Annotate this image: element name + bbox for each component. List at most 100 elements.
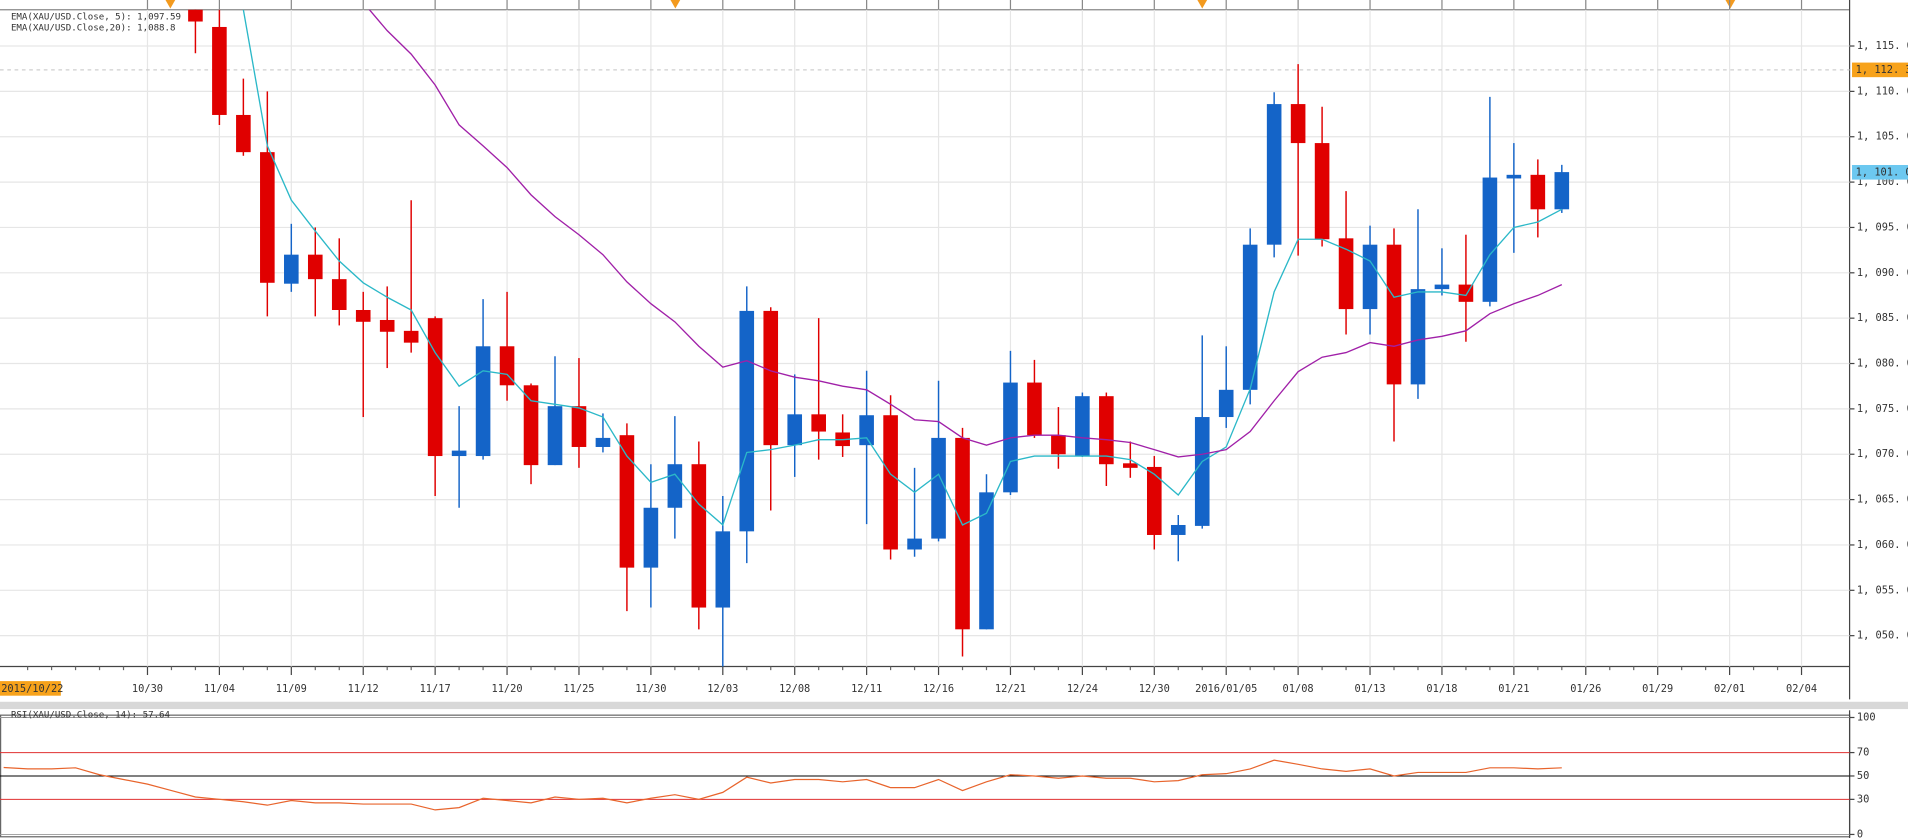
- candle-body: [859, 415, 874, 446]
- x-tick-label: 12/08: [779, 683, 810, 695]
- candle-body: [1338, 238, 1354, 310]
- y-tick-label: 1, 080. 00: [1857, 358, 1908, 370]
- y-tick-label: 50: [1857, 770, 1869, 782]
- y-tick-label: 1, 110. 00: [1857, 85, 1908, 97]
- y-tick-label: 1, 100. 00: [1857, 176, 1908, 188]
- candle-body: [667, 464, 683, 508]
- price-tag: [1852, 164, 1908, 180]
- plot-area: [188, 9, 1570, 667]
- y-tick-label: 1, 115. 00: [1857, 40, 1908, 52]
- candle-body: [523, 385, 539, 466]
- legend-entry: EMA(XAU/USD.Close,20): 1,088.8: [11, 23, 176, 33]
- candle-body: [595, 437, 611, 447]
- x-tick-label: 2015/10/22: [1, 683, 63, 695]
- candle-body: [188, 9, 203, 22]
- event-marker: [670, 0, 681, 9]
- x-tick-label: 01/18: [1426, 683, 1457, 695]
- candle-body: [811, 414, 826, 432]
- candle-body: [1075, 396, 1090, 457]
- candle-body: [355, 309, 371, 322]
- candle-body: [260, 152, 275, 283]
- y-tick-label: 1, 090. 00: [1857, 267, 1908, 279]
- candle-body: [1506, 174, 1522, 179]
- y-tick-label: 1, 060. 00: [1857, 539, 1908, 551]
- candle-body: [883, 415, 898, 550]
- price-tag-label: 1, 101. 08: [1856, 166, 1908, 178]
- y-tick-label: 1, 105. 00: [1857, 131, 1908, 143]
- cursor-date-box: [0, 681, 61, 696]
- rsi-legend: RSI(XAU/USD.Close, 14): 57.64: [11, 711, 171, 721]
- y-tick-label: 1, 065. 00: [1857, 494, 1908, 506]
- x-tick-label: 12/11: [851, 683, 882, 695]
- candle-body: [1314, 143, 1330, 240]
- rsi-area: [0, 717, 1850, 835]
- price-tag: [1852, 62, 1908, 78]
- candle-body: [715, 531, 731, 608]
- y-tick-label: 30: [1857, 793, 1869, 805]
- candle-body: [763, 310, 779, 446]
- x-tick-label: 12/16: [923, 683, 954, 695]
- candle-body: [571, 406, 587, 447]
- ema-line: [242, 9, 1563, 527]
- panel-separator: [0, 701, 1908, 710]
- event-marker: [1197, 0, 1208, 9]
- x-tick-label: 11/12: [348, 683, 379, 695]
- candle-body: [1242, 244, 1258, 390]
- candle-body: [1266, 104, 1282, 245]
- event-marker: [1725, 0, 1736, 9]
- candle-body: [1554, 172, 1570, 210]
- candle-body: [1123, 463, 1138, 468]
- x-tick-label: 11/17: [420, 683, 451, 695]
- candle-body: [427, 318, 443, 457]
- candle-body: [403, 330, 419, 343]
- y-tick-label: 1, 095. 00: [1857, 221, 1908, 233]
- legend-entry: EMA(XAU/USD.Close, 5): 1,097.59: [11, 13, 181, 23]
- candle-body: [212, 26, 227, 115]
- candle-body: [451, 450, 467, 457]
- x-tick-label: 11/09: [276, 683, 307, 695]
- x-tick-label: 01/26: [1570, 683, 1601, 695]
- y-tick-label: 1, 070. 00: [1857, 448, 1908, 460]
- x-tick-label: 01/21: [1498, 683, 1529, 695]
- x-tick-label: 01/29: [1642, 683, 1673, 695]
- candle-body: [475, 346, 491, 457]
- x-tick-label: 02/01: [1714, 683, 1745, 695]
- y-tick-label: 0: [1857, 828, 1863, 838]
- y-tick-label: 1, 075. 00: [1857, 403, 1908, 415]
- candle-body: [1482, 177, 1498, 302]
- x-tick-label: 12/21: [995, 683, 1026, 695]
- ema-line: [368, 9, 1563, 458]
- candle-body: [739, 310, 755, 532]
- candle-body: [499, 346, 515, 386]
- y-tick-label: 1, 050. 00: [1857, 630, 1908, 642]
- rsi-line: [3, 759, 1562, 811]
- candle-body: [307, 254, 323, 280]
- x-tick-label: 10/30: [132, 683, 163, 695]
- candle-body: [1530, 174, 1546, 210]
- candle-body: [691, 464, 707, 608]
- x-tick-label: 11/30: [635, 683, 666, 695]
- candle-body: [1362, 244, 1378, 310]
- candle-body: [331, 279, 347, 310]
- event-marker: [165, 0, 176, 9]
- candle-body: [284, 254, 299, 284]
- event-markers: [165, 0, 1736, 9]
- x-tick-label: 2016/01/05: [1195, 683, 1257, 695]
- x-tick-label: 01/08: [1283, 683, 1314, 695]
- candle-body: [1170, 524, 1186, 535]
- candle-body: [1051, 435, 1066, 455]
- x-tick-label: 11/20: [492, 683, 523, 695]
- candle-body: [1099, 396, 1114, 465]
- x-tick-label: 02/04: [1786, 683, 1817, 695]
- candle-body: [1410, 289, 1426, 385]
- candle-body: [1218, 389, 1234, 418]
- y-tick-label: 1, 055. 00: [1857, 584, 1908, 596]
- x-tick-label: 01/13: [1354, 683, 1385, 695]
- x-tick-label: 11/04: [204, 683, 235, 695]
- candle-body: [1146, 466, 1162, 535]
- x-tick-label: 12/24: [1067, 683, 1098, 695]
